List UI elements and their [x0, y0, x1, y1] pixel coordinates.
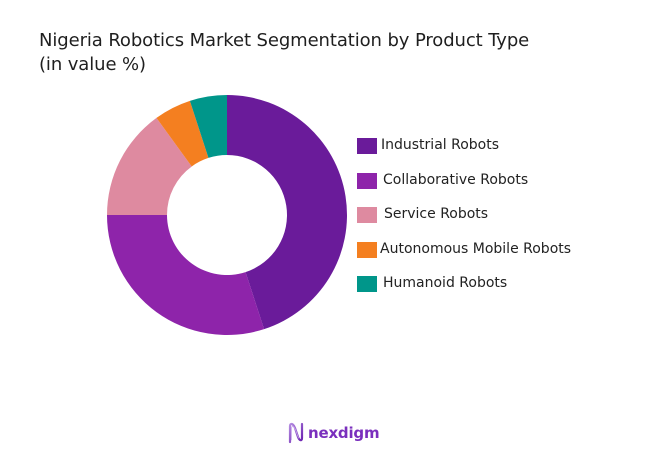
chart-title-line-1: Nigeria Robotics Market Segmentation by …	[39, 30, 530, 51]
legend-label: Humanoid Robots	[383, 275, 508, 291]
legend-item-service-robots: Service Robots	[357, 203, 571, 238]
legend-swatch	[357, 172, 377, 189]
donut-segment-service-robots	[107, 117, 192, 215]
donut-segment-autonomous-mobile-robots	[156, 100, 209, 167]
legend-label: Service Robots	[384, 206, 489, 222]
chart-title: Nigeria Robotics Market Segmentation by …	[39, 29, 529, 77]
legend-swatch	[357, 276, 377, 292]
nexdigm-logo: nexdigm	[288, 421, 380, 445]
legend-swatch	[357, 241, 377, 258]
donut-segment-collaborative-robots	[107, 215, 265, 335]
chart-title-line-2: (in value %)	[39, 54, 146, 75]
legend-label: Industrial Robots	[381, 137, 500, 153]
nexdigm-wave-n-icon	[288, 422, 304, 444]
chart-legend: Industrial Robots Collaborative Robots S…	[357, 134, 571, 307]
legend-item-industrial-robots: Industrial Robots	[357, 134, 571, 169]
legend-item-humanoid-robots: Humanoid Robots	[357, 272, 571, 307]
legend-item-autonomous-mobile-robots: Autonomous Mobile Robots	[357, 238, 571, 273]
legend-swatch	[357, 138, 377, 154]
nexdigm-wordmark: nexdigm	[308, 424, 380, 442]
donut-segment-industrial-robots	[227, 95, 347, 330]
legend-label: Autonomous Mobile Robots	[380, 240, 572, 257]
donut-segment-humanoid-robots	[189, 95, 227, 158]
legend-label: Collaborative Robots	[383, 171, 529, 188]
legend-item-collaborative-robots: Collaborative Robots	[357, 169, 571, 204]
legend-swatch	[357, 207, 377, 223]
